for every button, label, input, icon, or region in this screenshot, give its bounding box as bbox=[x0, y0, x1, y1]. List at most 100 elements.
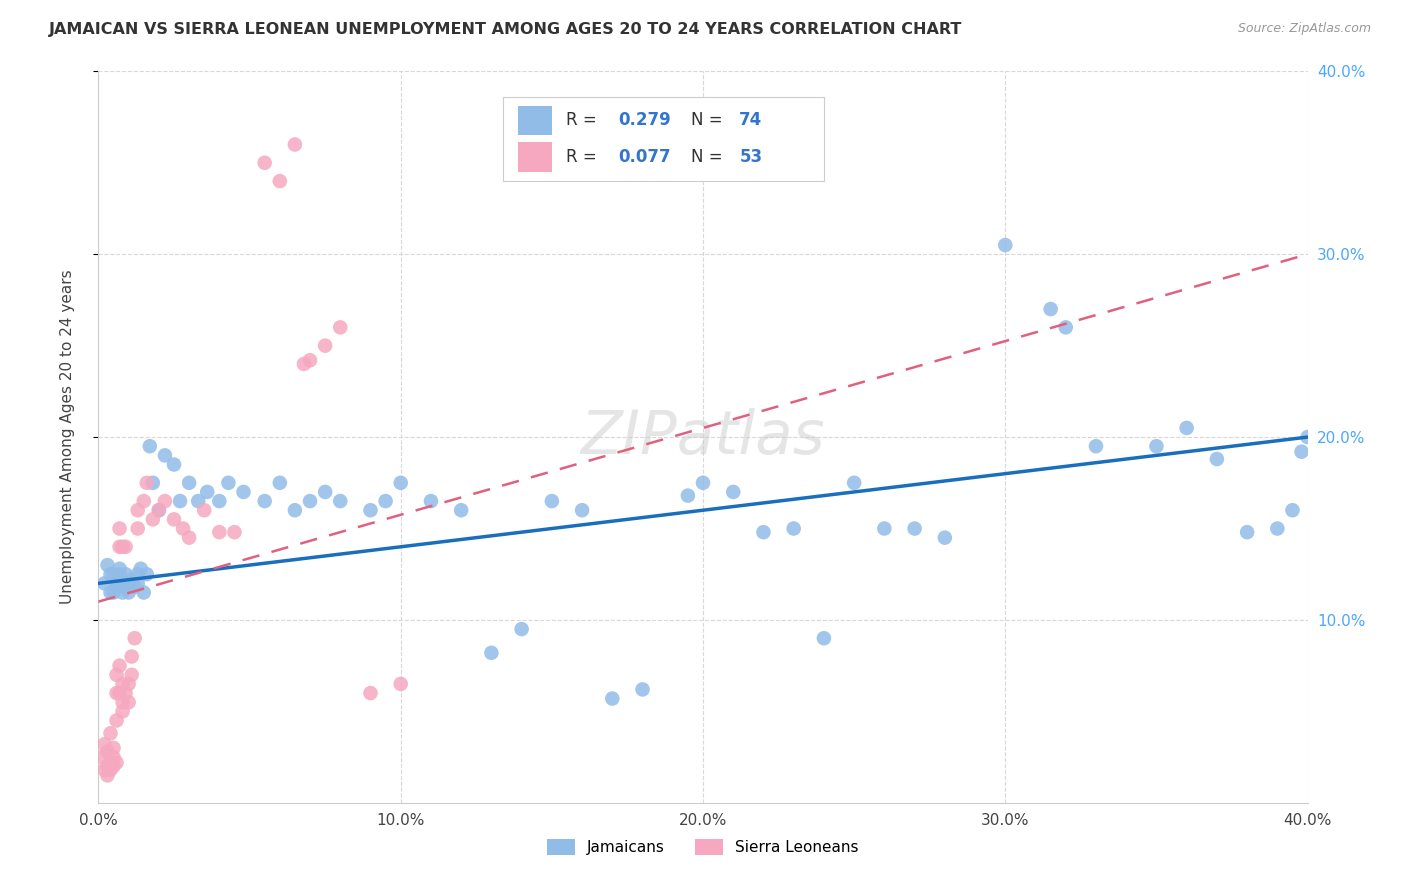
Point bbox=[1144, 439, 1167, 453]
Point bbox=[121, 667, 143, 681]
Point bbox=[179, 531, 201, 545]
Point bbox=[148, 503, 170, 517]
Point bbox=[1085, 439, 1108, 453]
Point bbox=[100, 756, 122, 770]
Text: N =: N = bbox=[690, 112, 728, 129]
Point bbox=[103, 585, 125, 599]
Point bbox=[284, 137, 307, 152]
Point bbox=[153, 448, 176, 462]
Point bbox=[111, 585, 134, 599]
Point bbox=[292, 357, 315, 371]
Point bbox=[904, 521, 927, 535]
Text: 0.077: 0.077 bbox=[619, 148, 671, 166]
Point bbox=[103, 750, 125, 764]
Point bbox=[111, 576, 134, 591]
Point bbox=[142, 512, 165, 526]
Point bbox=[224, 525, 246, 540]
Text: Source: ZipAtlas.com: Source: ZipAtlas.com bbox=[1237, 22, 1371, 36]
Point bbox=[105, 667, 128, 681]
Point bbox=[103, 740, 125, 755]
Point bbox=[108, 562, 131, 576]
Point bbox=[723, 485, 745, 500]
Point bbox=[129, 562, 152, 576]
Point bbox=[208, 525, 231, 540]
Point bbox=[1054, 320, 1077, 334]
Point bbox=[631, 682, 654, 697]
Point bbox=[1039, 301, 1062, 317]
Point bbox=[360, 503, 382, 517]
Point bbox=[105, 686, 128, 700]
Point bbox=[148, 503, 170, 517]
Point bbox=[114, 567, 136, 582]
Point bbox=[1236, 525, 1258, 540]
Point bbox=[163, 512, 186, 526]
Point bbox=[571, 503, 593, 517]
Point bbox=[108, 540, 131, 554]
Point bbox=[1281, 503, 1303, 517]
Point bbox=[994, 238, 1017, 252]
Point bbox=[118, 585, 141, 599]
Point bbox=[100, 726, 122, 740]
Point bbox=[114, 580, 136, 594]
Point bbox=[93, 763, 115, 777]
Point bbox=[389, 475, 412, 490]
Point bbox=[153, 494, 176, 508]
Point bbox=[813, 632, 835, 646]
Point bbox=[1296, 430, 1319, 444]
Point bbox=[96, 558, 118, 573]
Point bbox=[111, 705, 134, 719]
Text: N =: N = bbox=[690, 148, 728, 166]
Point bbox=[169, 494, 191, 508]
Point bbox=[329, 494, 352, 508]
Point bbox=[132, 494, 155, 508]
Point bbox=[692, 475, 714, 490]
Point bbox=[299, 494, 322, 508]
Point bbox=[108, 521, 131, 535]
Point bbox=[111, 695, 134, 709]
Point bbox=[108, 658, 131, 673]
Point bbox=[93, 737, 115, 751]
Point bbox=[108, 567, 131, 582]
Point bbox=[450, 503, 472, 517]
Point bbox=[118, 677, 141, 691]
Point bbox=[232, 485, 254, 500]
Point bbox=[121, 573, 143, 587]
Text: ZIPatlas: ZIPatlas bbox=[581, 408, 825, 467]
Point bbox=[389, 677, 412, 691]
Text: JAMAICAN VS SIERRA LEONEAN UNEMPLOYMENT AMONG AGES 20 TO 24 YEARS CORRELATION CH: JAMAICAN VS SIERRA LEONEAN UNEMPLOYMENT … bbox=[49, 22, 963, 37]
Point bbox=[179, 475, 201, 490]
Point bbox=[540, 494, 562, 508]
Point bbox=[139, 439, 162, 453]
Point bbox=[163, 458, 186, 472]
Point bbox=[873, 521, 896, 535]
Point bbox=[314, 338, 336, 352]
Point bbox=[752, 525, 775, 540]
Legend: Jamaicans, Sierra Leoneans: Jamaicans, Sierra Leoneans bbox=[541, 833, 865, 861]
Point bbox=[1267, 521, 1289, 535]
Point bbox=[90, 750, 112, 764]
Point bbox=[269, 475, 291, 490]
Point bbox=[105, 756, 128, 770]
Point bbox=[96, 759, 118, 773]
Point bbox=[135, 475, 157, 490]
Point bbox=[193, 503, 215, 517]
Point bbox=[118, 695, 141, 709]
Point bbox=[100, 763, 122, 777]
Point bbox=[103, 567, 125, 582]
Point bbox=[105, 580, 128, 594]
FancyBboxPatch shape bbox=[517, 106, 553, 135]
Point bbox=[105, 714, 128, 728]
Point bbox=[93, 576, 115, 591]
Point bbox=[105, 576, 128, 591]
Point bbox=[124, 632, 146, 646]
Point bbox=[676, 489, 699, 503]
Point bbox=[135, 567, 157, 582]
Point bbox=[602, 691, 624, 706]
Point bbox=[269, 174, 291, 188]
Point bbox=[127, 521, 149, 535]
Point bbox=[187, 494, 209, 508]
FancyBboxPatch shape bbox=[517, 143, 553, 171]
Point bbox=[127, 567, 149, 582]
Point bbox=[172, 521, 194, 535]
Point bbox=[253, 156, 276, 170]
